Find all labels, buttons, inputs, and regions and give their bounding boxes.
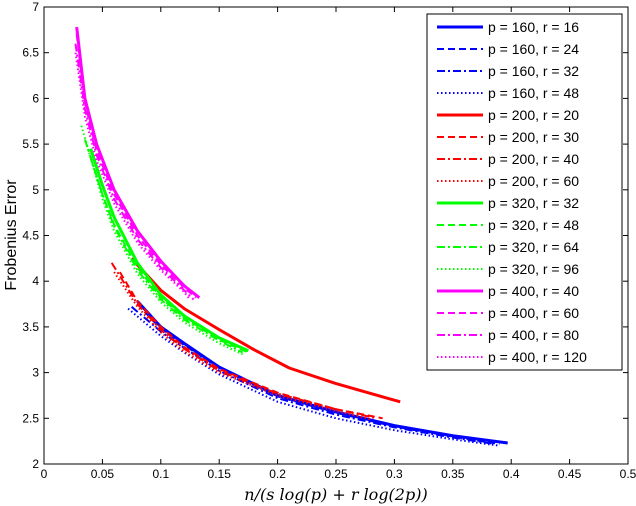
x-tick-label: 0: [41, 467, 48, 481]
legend-label: p = 400, r = 80: [488, 327, 579, 343]
y-tick-label: 6.5: [22, 46, 39, 60]
series-line: [113, 271, 372, 421]
series-line: [110, 262, 378, 420]
y-tick-label: 3: [32, 366, 39, 380]
x-tick-label: 0.1: [152, 467, 169, 481]
series-layer: [74, 26, 508, 447]
y-axis-label: Frobenius Error: [3, 179, 20, 291]
y-tick-label: 2: [32, 457, 39, 471]
y-tick-label: 6: [32, 91, 39, 105]
x-tick-label: 0.05: [91, 467, 115, 481]
y-tick-label: 7: [32, 0, 39, 14]
x-tick-label: 0.15: [208, 467, 232, 481]
series-line: [89, 148, 250, 353]
series-line: [75, 26, 201, 299]
x-tick-label: 0.2: [269, 467, 286, 481]
x-tick-label: 0.25: [324, 467, 348, 481]
legend-label: p = 160, r = 48: [488, 85, 579, 101]
legend-label: p = 160, r = 16: [488, 19, 579, 35]
ticks-layer: 0 0.05 0.1 0.15 0.2 0.25 0.3 0.35 0.4 0.45 0.5 2 2.5…: [22, 0, 636, 481]
legend-label: p = 320, r = 48: [488, 217, 579, 233]
x-tick-label: 0.4: [503, 467, 520, 481]
x-tick-label: 0.35: [441, 467, 465, 481]
legend-label: p = 200, r = 60: [488, 173, 579, 189]
y-tick-label: 5.5: [22, 137, 39, 151]
legend-label: p = 400, r = 60: [488, 305, 579, 321]
legend-label: p = 200, r = 30: [488, 129, 579, 145]
series-line: [74, 52, 191, 301]
legend-label: p = 160, r = 32: [488, 63, 579, 79]
legend-label: p = 400, r = 120: [488, 349, 587, 365]
y-tick-label: 4: [32, 274, 39, 288]
series-line: [75, 34, 197, 299]
series-line: [130, 257, 401, 404]
legend: p = 160, r = 16 p = 160, r = 24 p = 160, r…: [426, 13, 623, 371]
series-line: [136, 303, 500, 445]
x-tick-label: 0.3: [386, 467, 403, 481]
legend-label: p = 160, r = 24: [488, 41, 579, 57]
x-tick-label: 0.5: [620, 467, 636, 481]
legend-box: [426, 13, 623, 371]
series-line: [127, 307, 500, 447]
legend-label: p = 200, r = 20: [488, 107, 579, 123]
legend-label: p = 320, r = 96: [488, 261, 579, 277]
legend-label: p = 320, r = 32: [488, 195, 579, 211]
y-tick-label: 3.5: [22, 320, 39, 334]
y-tick-label: 2.5: [22, 411, 39, 425]
x-axis-label: n/(s log(p) + r log(2p)): [244, 485, 427, 504]
legend-label: p = 400, r = 40: [488, 283, 579, 299]
legend-label: p = 200, r = 40: [488, 151, 579, 167]
series-line: [83, 139, 244, 354]
y-tick-label: 5: [32, 183, 39, 197]
series-line: [80, 125, 244, 356]
y-tick-label: 4.5: [22, 229, 39, 243]
x-tick-label: 0.45: [558, 467, 582, 481]
legend-label: p = 320, r = 64: [488, 239, 579, 255]
